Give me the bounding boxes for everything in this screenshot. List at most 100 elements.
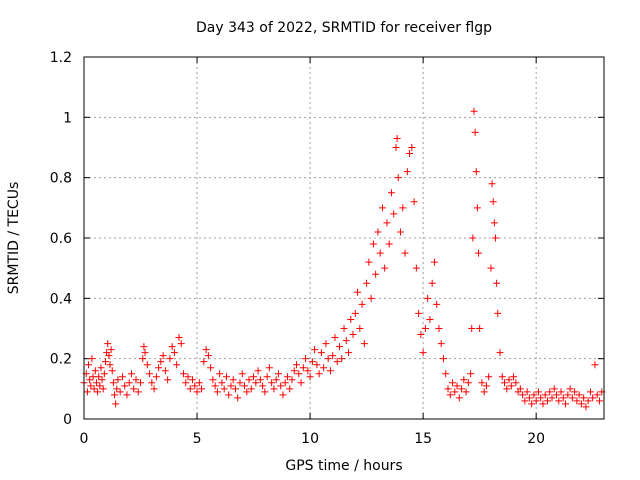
data-point — [313, 361, 321, 369]
data-point — [125, 379, 133, 387]
data-point — [113, 385, 121, 393]
data-point — [91, 367, 99, 375]
data-point — [261, 388, 269, 396]
data-point — [101, 358, 109, 366]
data-point — [523, 388, 531, 396]
data-point — [259, 382, 267, 390]
data-point — [195, 379, 203, 387]
data-point — [335, 343, 343, 351]
data-point — [311, 346, 319, 354]
data-point — [238, 370, 246, 378]
data-point — [584, 397, 592, 405]
data-point — [387, 189, 395, 197]
data-point — [200, 358, 208, 366]
data-point — [134, 388, 142, 396]
data-point — [186, 385, 194, 393]
data-point — [247, 385, 255, 393]
data-point — [88, 355, 96, 363]
data-point — [268, 379, 276, 387]
data-point — [451, 388, 459, 396]
data-point — [286, 385, 294, 393]
data-point — [546, 388, 554, 396]
data-point — [315, 370, 323, 378]
data-point — [331, 334, 339, 342]
data-point — [279, 391, 287, 399]
data-point — [512, 379, 520, 387]
data-point — [140, 343, 148, 351]
data-point — [90, 385, 98, 393]
data-point — [490, 219, 498, 227]
data-point — [146, 370, 154, 378]
data-point — [265, 364, 273, 372]
data-point — [254, 367, 262, 375]
data-point — [150, 385, 158, 393]
data-point — [347, 315, 355, 323]
data-point — [288, 376, 296, 384]
data-point — [365, 258, 373, 266]
data-point — [100, 370, 108, 378]
data-point — [557, 388, 565, 396]
data-point — [426, 315, 434, 323]
data-point — [534, 388, 542, 396]
data-point — [464, 379, 472, 387]
data-point — [211, 382, 219, 390]
x-tick-label: 0 — [80, 431, 89, 447]
data-point — [403, 168, 411, 176]
data-point — [104, 340, 112, 348]
data-point — [182, 379, 190, 387]
data-point — [358, 300, 366, 308]
data-point — [415, 309, 423, 317]
data-point — [159, 352, 167, 360]
data-point — [363, 279, 371, 287]
data-point — [455, 394, 463, 402]
data-point — [202, 346, 210, 354]
data-point — [401, 249, 409, 257]
data-point — [467, 370, 475, 378]
data-point — [360, 340, 368, 348]
data-point — [299, 364, 307, 372]
data-point — [562, 400, 570, 408]
data-point — [566, 385, 574, 393]
data-point — [317, 349, 325, 357]
data-point — [462, 388, 470, 396]
y-axis-label: SRMTID / TECUs — [6, 182, 22, 295]
data-point — [272, 376, 280, 384]
data-point — [170, 349, 178, 357]
data-point — [114, 376, 122, 384]
data-point — [485, 373, 493, 381]
data-point — [324, 355, 332, 363]
data-point — [494, 309, 502, 317]
data-point — [105, 352, 113, 360]
data-point — [216, 370, 224, 378]
data-point — [372, 270, 380, 278]
data-point — [218, 379, 226, 387]
data-point — [550, 385, 558, 393]
data-point — [191, 382, 199, 390]
data-point — [543, 397, 551, 405]
data-point — [184, 373, 192, 381]
data-point — [256, 376, 264, 384]
data-point — [548, 394, 556, 402]
data-point — [130, 385, 138, 393]
y-tick-label: 0.6 — [50, 231, 72, 247]
data-point — [470, 107, 478, 115]
y-tick-label: 1.2 — [50, 50, 72, 66]
data-point — [505, 376, 513, 384]
data-point — [338, 355, 346, 363]
data-point — [564, 391, 572, 399]
data-point — [385, 240, 393, 248]
data-point — [308, 358, 316, 366]
data-point — [571, 388, 579, 396]
data-point — [575, 391, 583, 399]
data-point — [437, 340, 445, 348]
data-point — [345, 349, 353, 357]
data-point — [428, 279, 436, 287]
data-point — [209, 376, 217, 384]
data-point — [306, 373, 314, 381]
data-point — [281, 379, 289, 387]
x-tick-label: 10 — [301, 431, 319, 447]
data-point — [521, 397, 529, 405]
data-point — [589, 394, 597, 402]
data-point — [179, 370, 187, 378]
